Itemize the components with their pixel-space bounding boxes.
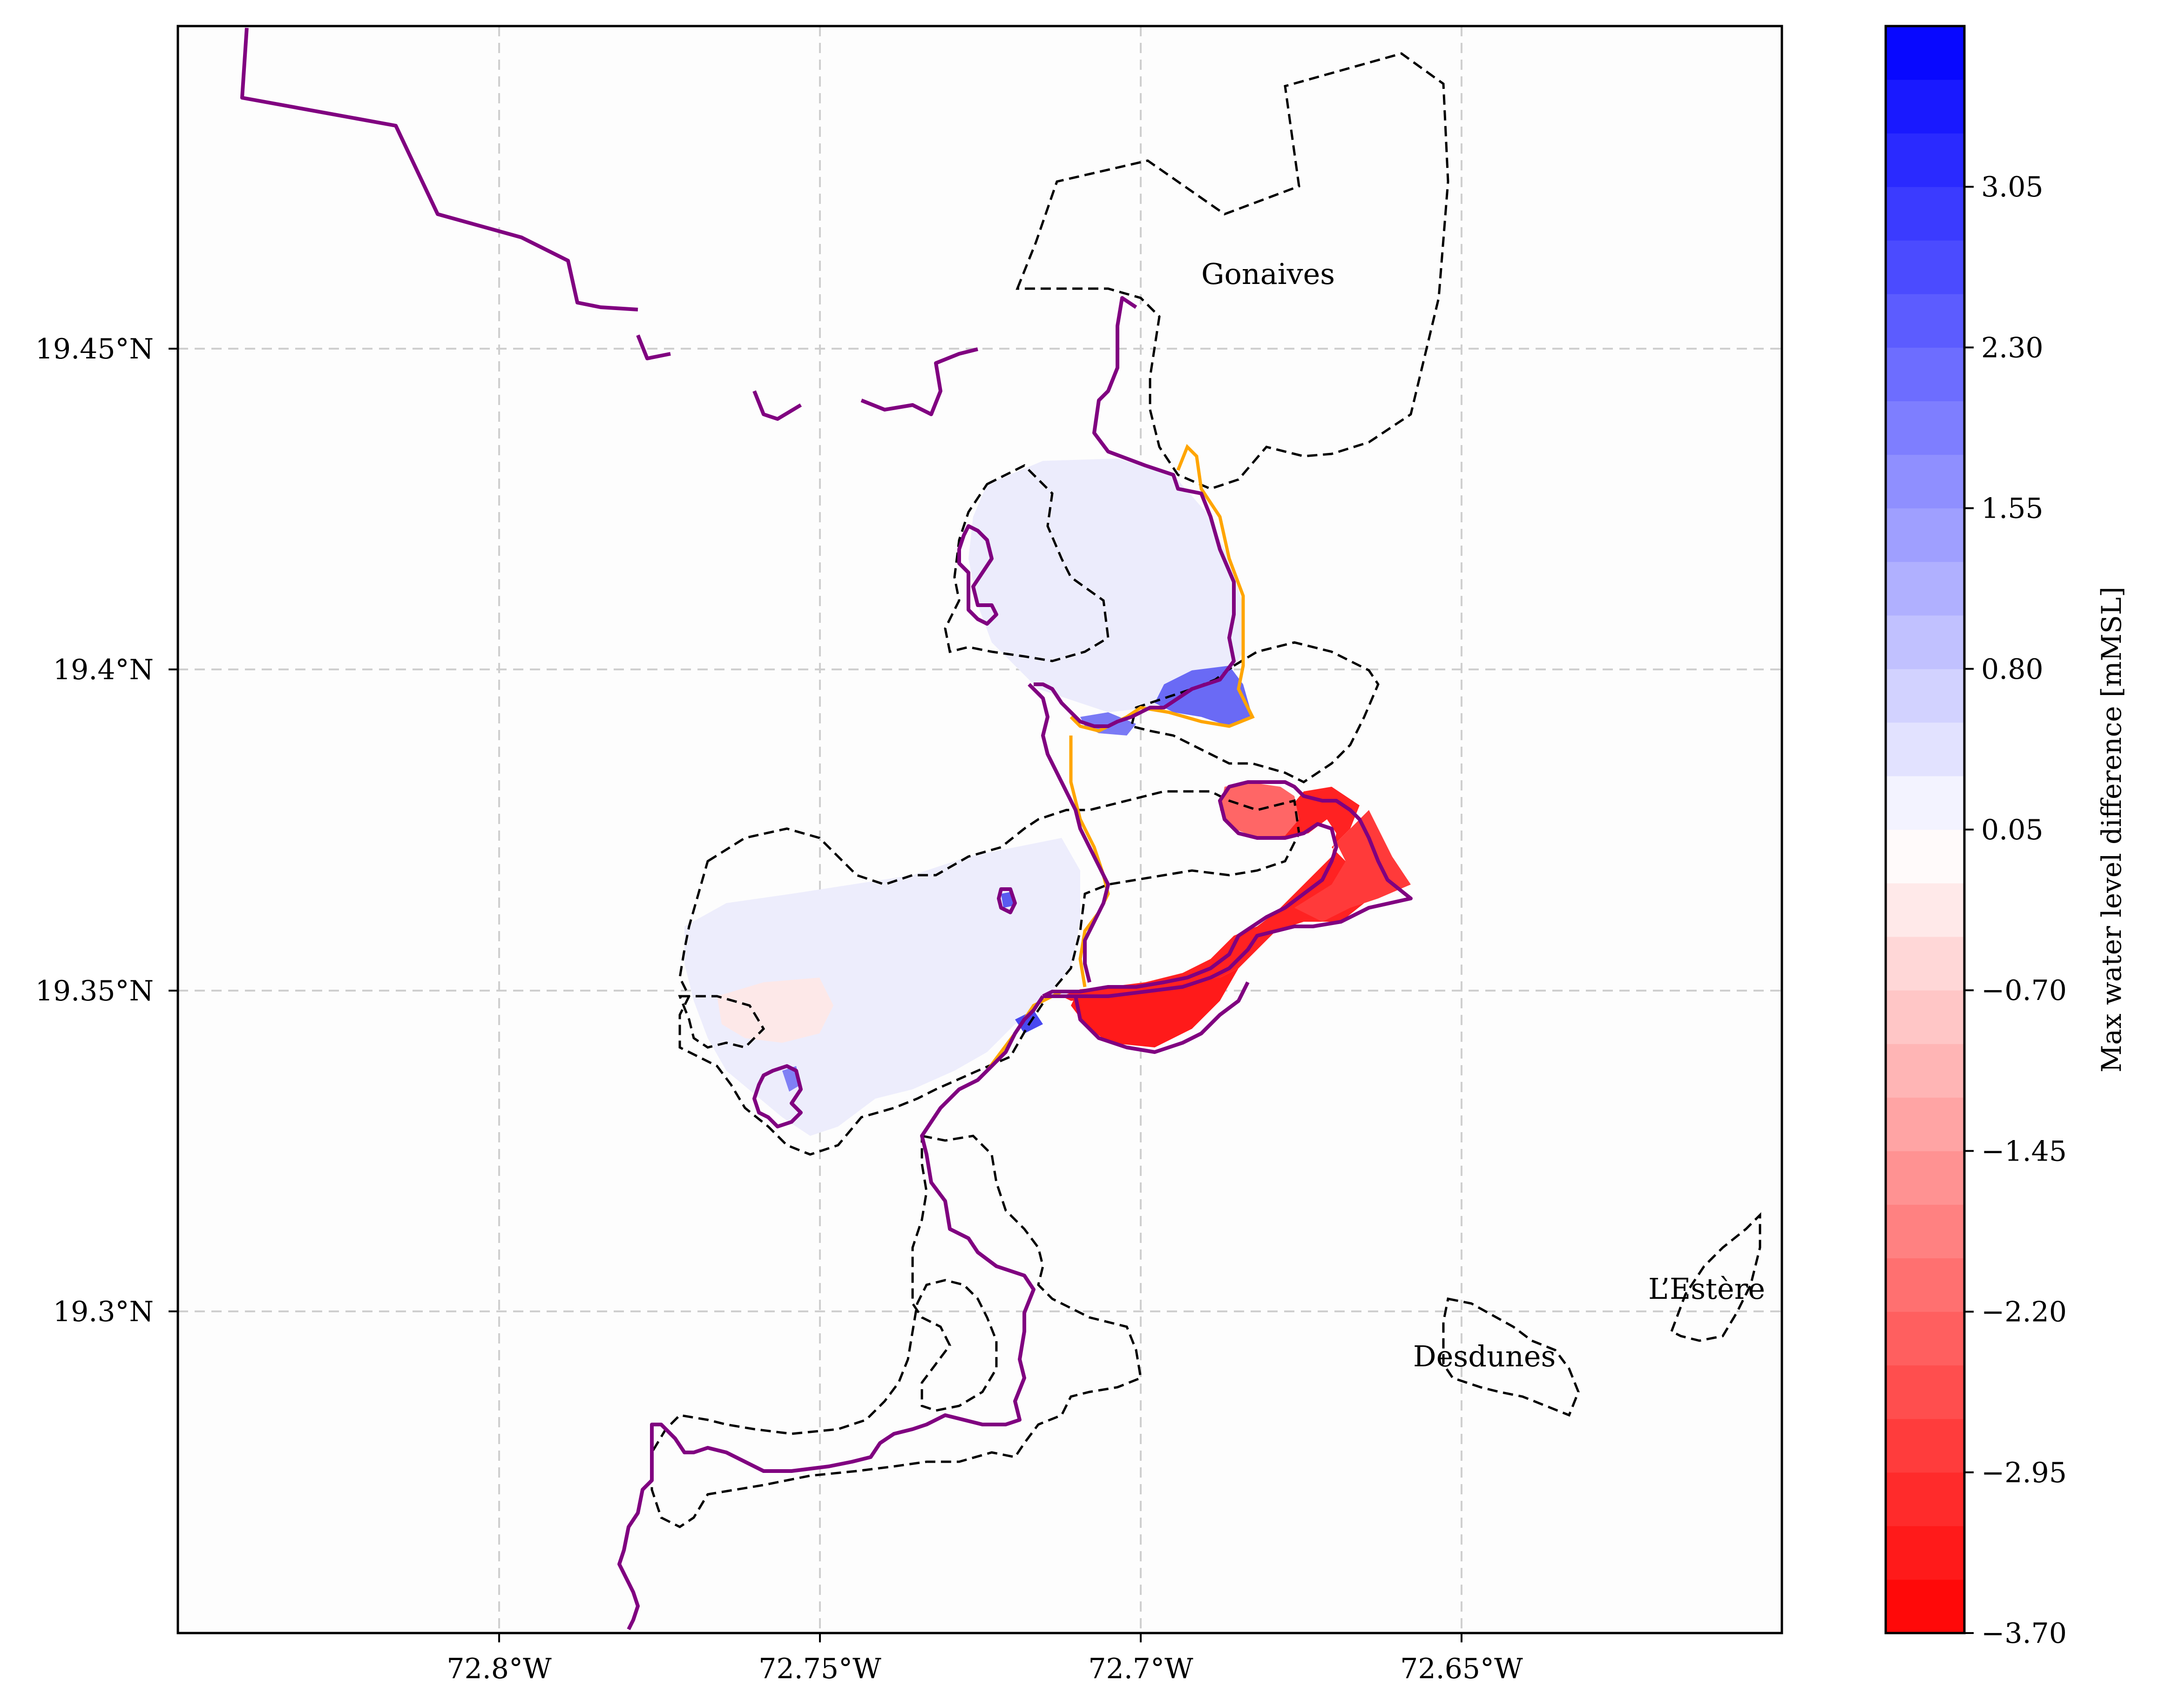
- colorbar-band: [1886, 1579, 1964, 1634]
- colorbar-band: [1886, 26, 1964, 80]
- colorbar-band: [1886, 240, 1964, 294]
- colorbar-band: [1886, 776, 1964, 830]
- purple-river-south: [617, 995, 1045, 1630]
- blue-area-small-2: [1015, 1010, 1043, 1033]
- x-tick-label-72.7: 72.7°W: [1088, 1653, 1193, 1685]
- colorbar-band: [1886, 133, 1964, 187]
- purple-river-north: [1034, 296, 1236, 728]
- colorbar-label: Max water level difference [mMSL]: [2096, 587, 2127, 1073]
- purple-coast-fragment-2: [752, 390, 802, 421]
- x-tick-label-72.65: 72.65°W: [1400, 1653, 1523, 1685]
- lestere-outline: [1670, 1212, 1761, 1342]
- purple-island-north-west: [957, 524, 998, 626]
- colorbar-tick-label: −3.70: [1981, 1617, 2067, 1650]
- colorbar-band: [1886, 615, 1964, 669]
- colorbar-tick-label: 1.55: [1981, 493, 2044, 525]
- north-area-outline: [944, 464, 1110, 662]
- colorbar-band: [1886, 883, 1964, 937]
- central-area-outline: [678, 790, 1300, 1156]
- purple-coast-fragment-3: [860, 347, 978, 416]
- place-label-desdunes: Desdunes: [1413, 1339, 1556, 1373]
- colorbar-band: [1886, 1044, 1964, 1098]
- red-area-east-arm: [1294, 810, 1411, 922]
- y-tick-label-19.35: 19.35°N: [35, 975, 154, 1007]
- blue-area-north-east: [1155, 666, 1252, 726]
- colorbar-band: [1886, 1258, 1964, 1312]
- map-background: [178, 26, 1782, 1633]
- colorbar-bands: [1886, 26, 1964, 1634]
- colorbar-band: [1886, 1472, 1964, 1526]
- colorbar-band: [1886, 1204, 1964, 1259]
- dashed-regions: [650, 52, 1761, 1528]
- pale-pink-area: [717, 978, 833, 1043]
- purple-island-south-west: [752, 1064, 803, 1128]
- colorbar-band: [1886, 722, 1964, 776]
- colorbar-band: [1886, 347, 1964, 401]
- purple-boundary: [240, 27, 1413, 1630]
- colorbar-band: [1886, 990, 1964, 1044]
- east-area-outline: [1130, 641, 1380, 783]
- colorbar-band: [1886, 80, 1964, 134]
- y-tick-label-19.3: 19.3°N: [53, 1296, 154, 1328]
- map-frame: [176, 25, 1783, 1634]
- x-tick-label-72.75: 72.75°W: [758, 1653, 881, 1685]
- purple-island-central: [997, 887, 1017, 914]
- colorbar-band: [1886, 937, 1964, 991]
- x-tick-label-72.8: 72.8°W: [447, 1653, 552, 1685]
- colorbar-tick-label: −0.70: [1981, 974, 2067, 1007]
- colorbar-band: [1886, 668, 1964, 723]
- colorbar-band: [1886, 1418, 1964, 1473]
- colorbar-ticks: 3.05 2.30 1.55 0.80 0.05 −0.70 −1.45 −2.20 −2.95…: [1964, 171, 2067, 1650]
- south-west-outline: [678, 995, 765, 1049]
- purple-red-area-lower: [1074, 981, 1250, 1054]
- colorbar-band: [1886, 187, 1964, 241]
- purple-coastline-north: [240, 27, 638, 311]
- place-label-lestere: L’Estère: [1648, 1272, 1765, 1306]
- y-tick-label-19.45: 19.45°N: [35, 333, 154, 365]
- colorbar-tick-label: 0.80: [1981, 653, 2044, 686]
- pale-blue-area-north: [968, 459, 1243, 712]
- purple-river-main: [1028, 683, 1110, 983]
- pale-blue-area-central: [684, 838, 1080, 1136]
- purple-red-area-outline: [1042, 780, 1413, 998]
- colorbar-band: [1886, 294, 1964, 348]
- colorbar-tick-label: −2.20: [1981, 1296, 2067, 1329]
- place-label-gonaives: Gonaives: [1201, 257, 1335, 291]
- colorbar-tick-label: −2.95: [1981, 1457, 2067, 1489]
- y-tick-label-19.4: 19.4°N: [53, 654, 154, 686]
- desdunes-outline: [1442, 1297, 1580, 1417]
- colorbar-band: [1886, 401, 1964, 455]
- gonaives-outline: [1015, 52, 1449, 490]
- south-corridor-outline: [650, 1134, 1142, 1528]
- difference-fill: [684, 459, 1411, 1136]
- colorbar-band: [1886, 508, 1964, 562]
- colorbar-band: [1886, 454, 1964, 509]
- colorbar-band: [1886, 561, 1964, 616]
- map-tick-marks: [169, 348, 1462, 1642]
- colorbar-band: [1886, 1151, 1964, 1205]
- purple-coast-fragment-1: [636, 334, 671, 360]
- orange-contour-central: [1069, 736, 1110, 987]
- colorbar-tick-label: 2.30: [1981, 331, 2044, 364]
- colorbar-tick-label: −1.45: [1981, 1135, 2067, 1168]
- colorbar-band: [1886, 1365, 1964, 1419]
- colorbar-tick-label: 3.05: [1981, 171, 2044, 203]
- colorbar-band: [1886, 830, 1964, 884]
- colorbar-band: [1886, 1526, 1964, 1580]
- colorbar-tick-label: 0.05: [1981, 814, 2044, 846]
- colorbar-band: [1886, 1097, 1964, 1151]
- red-area-lower: [1071, 968, 1239, 1047]
- colorbar-band: [1886, 1311, 1964, 1366]
